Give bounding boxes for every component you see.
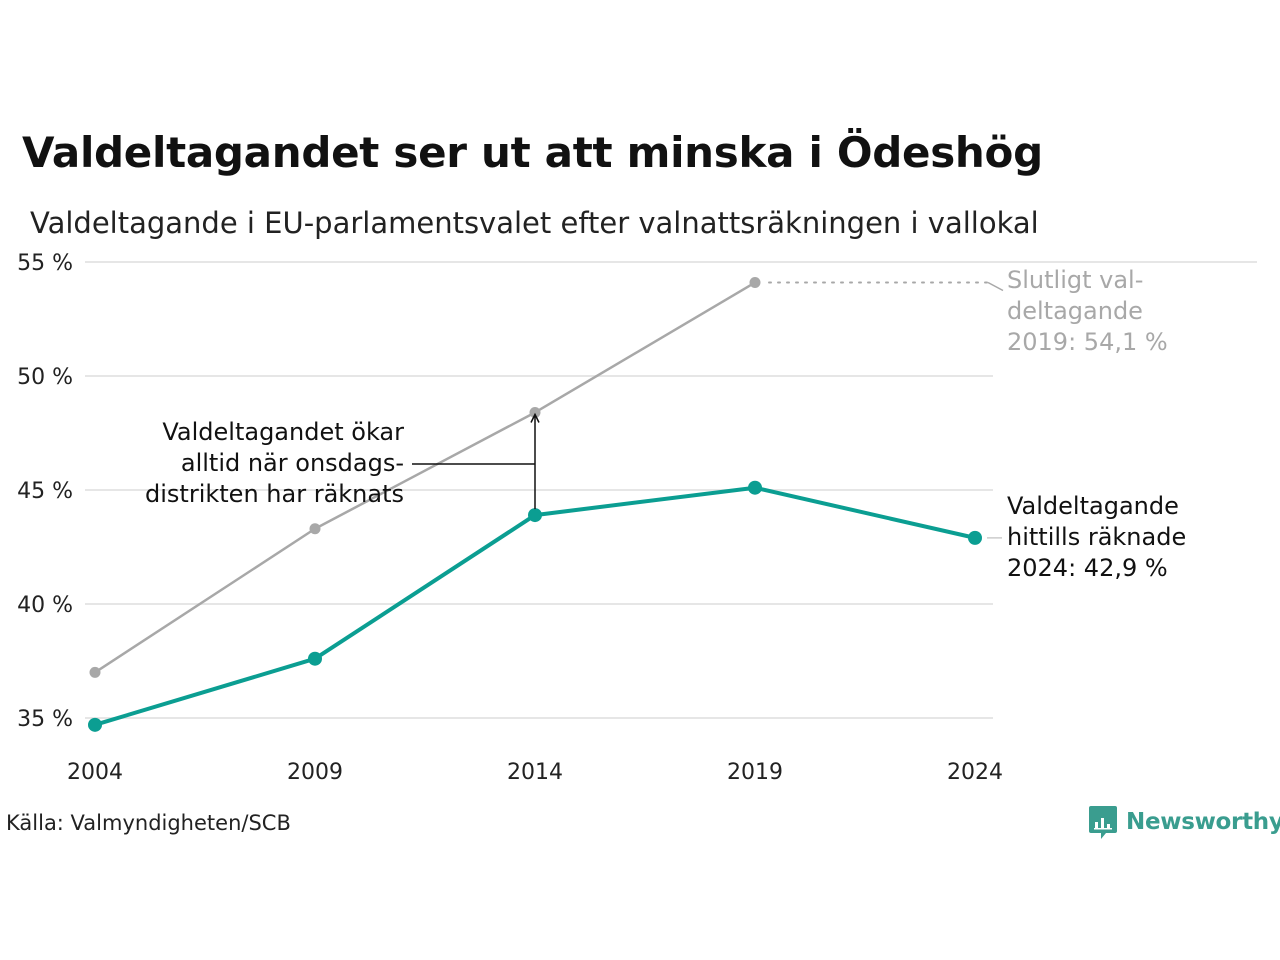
annotation-wednesday-districts: Valdeltagandet ökar alltid när onsdags- … [145,418,404,508]
x-tick-label: 2004 [67,760,123,785]
brand-name: Newsworthy [1126,809,1280,835]
x-tick-label: 2014 [507,760,563,785]
x-tick-label: 2024 [947,760,1003,785]
x-tick-label: 2019 [727,760,783,785]
election-night-turnout-point [968,530,982,545]
chart-title: Valdeltagandet ser ut att minska i Ödesh… [22,128,1043,177]
newsworthy-logo[interactable]: Newsworthy [1088,803,1280,841]
annotation-final-turnout-2019: Slutligt val- deltagande 2019: 54,1 % [1007,266,1168,356]
final-turnout-leader-tick [987,281,1004,292]
annotation-counted-turnout-2024: Valdeltagande hittills räknade 2024: 42,… [1007,492,1187,582]
source-note: Källa: Valmyndigheten/SCB [6,811,291,835]
final-turnout-point [749,277,761,289]
election-night-turnout-point [308,651,322,666]
y-tick-label: 45 % [17,479,73,504]
final-turnout-point [89,666,101,678]
y-tick-label: 40 % [17,593,73,618]
y-tick-label: 55 % [17,251,73,276]
chart-subtitle: Valdeltagande i EU-parlamentsvalet efter… [30,206,1039,240]
election-night-turnout-point [88,717,102,732]
y-tick-label: 50 % [17,365,73,390]
y-tick-label: 35 % [17,707,73,732]
x-tick-label: 2009 [287,760,343,785]
election-night-turnout-line [94,485,976,727]
election-night-turnout-point [528,508,542,523]
final-turnout-line [94,281,756,674]
final-turnout-point [309,523,321,535]
final-turnout-point [529,406,541,418]
election-night-turnout-point [748,480,762,495]
bar-chart-icon [1089,806,1117,839]
difference-arrowhead [530,412,540,423]
